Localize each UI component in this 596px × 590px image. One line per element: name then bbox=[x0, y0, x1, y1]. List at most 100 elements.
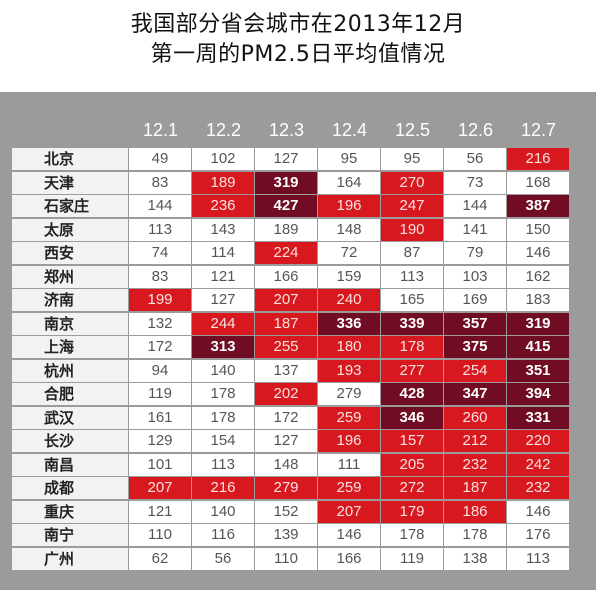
value-cell: 415 bbox=[507, 336, 569, 358]
value-cell: 207 bbox=[129, 477, 191, 499]
value-cell: 166 bbox=[318, 547, 380, 570]
value-cell: 347 bbox=[444, 383, 506, 405]
value-cell: 247 bbox=[381, 195, 443, 217]
value-cell: 138 bbox=[444, 547, 506, 570]
city-label: 武汉 bbox=[12, 406, 128, 429]
value-cell: 94 bbox=[129, 359, 191, 382]
value-cell: 357 bbox=[444, 312, 506, 335]
value-cell: 103 bbox=[444, 265, 506, 288]
value-cell: 157 bbox=[381, 430, 443, 452]
value-cell: 187 bbox=[255, 312, 317, 335]
value-cell: 113 bbox=[129, 218, 191, 241]
value-cell: 56 bbox=[444, 148, 506, 170]
value-cell: 196 bbox=[318, 195, 380, 217]
table-row: 太原 113 143 189 148 190 141 150 bbox=[12, 218, 584, 242]
value-cell: 202 bbox=[255, 383, 317, 405]
value-cell: 207 bbox=[318, 500, 380, 523]
value-cell: 387 bbox=[507, 195, 569, 217]
table-row: 南京 132 244 187 336 339 357 319 bbox=[12, 312, 584, 336]
value-cell: 242 bbox=[507, 453, 569, 476]
value-cell: 87 bbox=[381, 242, 443, 264]
value-cell: 240 bbox=[318, 289, 380, 311]
value-cell: 168 bbox=[507, 171, 569, 194]
table-row: 合肥 119 178 202 279 428 347 394 bbox=[12, 383, 584, 406]
value-cell: 56 bbox=[192, 547, 254, 570]
value-cell: 277 bbox=[381, 359, 443, 382]
value-cell: 220 bbox=[507, 430, 569, 452]
value-cell: 161 bbox=[129, 406, 191, 429]
value-cell: 279 bbox=[318, 383, 380, 405]
value-cell: 127 bbox=[255, 148, 317, 170]
value-cell: 114 bbox=[192, 242, 254, 264]
table-row: 重庆 121 140 152 207 179 186 146 bbox=[12, 500, 584, 524]
value-cell: 183 bbox=[507, 289, 569, 311]
value-cell: 113 bbox=[381, 265, 443, 288]
value-cell: 189 bbox=[255, 218, 317, 241]
value-cell: 186 bbox=[444, 500, 506, 523]
value-cell: 140 bbox=[192, 359, 254, 382]
table-row: 武汉 161 178 172 259 346 260 331 bbox=[12, 406, 584, 430]
value-cell: 178 bbox=[381, 336, 443, 358]
value-cell: 129 bbox=[129, 430, 191, 452]
value-cell: 216 bbox=[192, 477, 254, 499]
value-cell: 127 bbox=[192, 289, 254, 311]
value-cell: 146 bbox=[507, 242, 569, 264]
column-header: 12.6 bbox=[457, 120, 494, 140]
value-cell: 148 bbox=[255, 453, 317, 476]
pm25-table: 12.1 12.2 12.3 12.4 12.5 12.6 12.7 北京 49 102 127 9… bbox=[12, 112, 584, 571]
value-cell: 232 bbox=[507, 477, 569, 499]
value-cell: 95 bbox=[381, 148, 443, 170]
table-row: 北京 49 102 127 95 95 56 216 bbox=[12, 148, 584, 171]
value-cell: 72 bbox=[318, 242, 380, 264]
table-row: 成都 207 216 279 259 272 187 232 bbox=[12, 477, 584, 500]
value-cell: 159 bbox=[318, 265, 380, 288]
city-label: 南宁 bbox=[12, 524, 128, 546]
value-cell: 165 bbox=[381, 289, 443, 311]
column-header: 12.7 bbox=[520, 120, 557, 140]
value-cell: 427 bbox=[255, 195, 317, 217]
value-cell: 144 bbox=[444, 195, 506, 217]
city-label: 天津 bbox=[12, 171, 128, 194]
city-label: 南京 bbox=[12, 312, 128, 335]
value-cell: 224 bbox=[255, 242, 317, 264]
value-cell: 319 bbox=[255, 171, 317, 194]
value-cell: 102 bbox=[192, 148, 254, 170]
value-cell: 279 bbox=[255, 477, 317, 499]
value-cell: 166 bbox=[255, 265, 317, 288]
table-body: 北京 49 102 127 95 95 56 216 天津 83 189 319 164 270 73 168… bbox=[12, 148, 584, 571]
value-cell: 154 bbox=[192, 430, 254, 452]
value-cell: 172 bbox=[255, 406, 317, 429]
value-cell: 132 bbox=[129, 312, 191, 335]
value-cell: 199 bbox=[129, 289, 191, 311]
value-cell: 79 bbox=[444, 242, 506, 264]
value-cell: 272 bbox=[381, 477, 443, 499]
value-cell: 127 bbox=[255, 430, 317, 452]
value-cell: 319 bbox=[507, 312, 569, 335]
value-cell: 176 bbox=[507, 524, 569, 546]
city-label: 郑州 bbox=[12, 265, 128, 288]
value-cell: 95 bbox=[318, 148, 380, 170]
value-cell: 178 bbox=[444, 524, 506, 546]
value-cell: 336 bbox=[318, 312, 380, 335]
value-cell: 110 bbox=[129, 524, 191, 546]
value-cell: 260 bbox=[444, 406, 506, 429]
table-row: 杭州 94 140 137 193 277 254 351 bbox=[12, 359, 584, 383]
city-label: 太原 bbox=[12, 218, 128, 241]
city-label: 上海 bbox=[12, 336, 128, 358]
value-cell: 232 bbox=[444, 453, 506, 476]
column-header: 12.1 bbox=[142, 120, 179, 140]
city-label: 合肥 bbox=[12, 383, 128, 405]
table-row: 上海 172 313 255 180 178 375 415 bbox=[12, 336, 584, 359]
value-cell: 259 bbox=[318, 406, 380, 429]
value-cell: 169 bbox=[444, 289, 506, 311]
value-cell: 178 bbox=[192, 383, 254, 405]
value-cell: 139 bbox=[255, 524, 317, 546]
value-cell: 179 bbox=[381, 500, 443, 523]
city-label: 南昌 bbox=[12, 453, 128, 476]
value-cell: 113 bbox=[192, 453, 254, 476]
table-row: 郑州 83 121 166 159 113 103 162 bbox=[12, 265, 584, 289]
value-cell: 259 bbox=[318, 477, 380, 499]
value-cell: 83 bbox=[129, 265, 191, 288]
value-cell: 162 bbox=[507, 265, 569, 288]
value-cell: 346 bbox=[381, 406, 443, 429]
